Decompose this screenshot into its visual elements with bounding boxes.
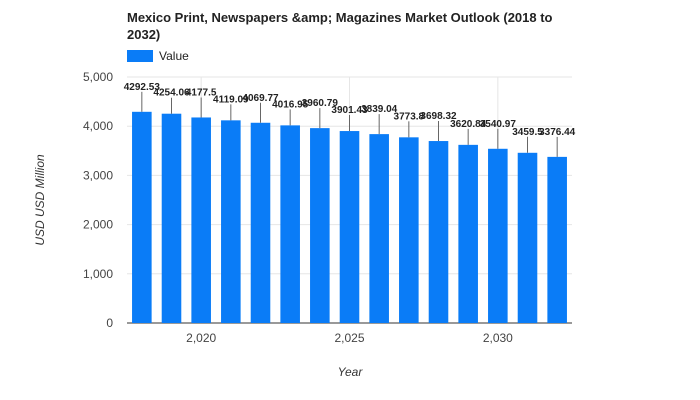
data-label: 3773.8 [394, 111, 425, 122]
data-label: 4177.5 [186, 87, 217, 98]
legend-swatch [127, 50, 153, 62]
data-label: 4254.06 [153, 88, 190, 99]
bar[interactable] [517, 152, 538, 323]
bar[interactable] [132, 111, 152, 323]
data-label: 3620.84 [450, 119, 487, 130]
y-tick-label: 1,000 [83, 267, 113, 281]
data-label: 4292.53 [124, 82, 161, 93]
chart-title-line-1: Mexico Print, Newspapers &amp; Magazines… [127, 10, 553, 25]
chart-title-line-2: 2032) [127, 27, 160, 42]
y-axis-title: USD USD Million [33, 154, 47, 246]
y-axis-ticks: 0 1,000 2,000 3,000 4,000 5,000 [83, 70, 113, 330]
bar[interactable] [191, 117, 211, 323]
bars [132, 111, 567, 323]
bar[interactable] [250, 122, 271, 323]
y-tick-label: 0 [106, 316, 113, 330]
data-label: 3540.97 [480, 119, 517, 130]
x-axis-ticks: 2,020 2,025 2,030 [186, 331, 513, 345]
data-label: 4119.09 [213, 94, 249, 105]
y-tick-label: 2,000 [83, 218, 113, 232]
bar[interactable] [399, 137, 419, 323]
data-labels: 4292.534254.064177.54119.094069.774016.9… [124, 82, 576, 157]
bar[interactable] [280, 125, 300, 323]
x-tick-label: 2,020 [186, 331, 216, 345]
bar[interactable] [221, 120, 241, 323]
legend[interactable]: Value [127, 49, 189, 63]
bar[interactable] [310, 128, 330, 323]
data-label: 3376.44 [539, 127, 576, 138]
bar[interactable] [428, 141, 449, 323]
bar[interactable] [369, 134, 389, 323]
bar[interactable] [161, 113, 182, 323]
data-label: 4069.77 [242, 93, 279, 104]
x-tick-label: 2,025 [334, 331, 364, 345]
y-tick-label: 4,000 [83, 119, 113, 133]
bar[interactable] [339, 131, 360, 323]
x-tick-label: 2,030 [483, 331, 513, 345]
bar[interactable] [488, 148, 508, 323]
bar[interactable] [547, 156, 567, 323]
x-axis-title: Year [338, 365, 364, 379]
y-tick-label: 5,000 [83, 70, 113, 84]
data-label: 3960.79 [302, 98, 339, 109]
data-label: 3839.04 [361, 104, 398, 115]
data-label: 3459.5 [512, 127, 543, 138]
data-label: 4016.95 [272, 99, 309, 110]
data-label: 3901.43 [331, 105, 368, 116]
y-tick-label: 3,000 [83, 168, 113, 182]
legend-label: Value [159, 49, 189, 63]
data-label: 3698.32 [420, 111, 457, 122]
bar[interactable] [458, 144, 478, 323]
